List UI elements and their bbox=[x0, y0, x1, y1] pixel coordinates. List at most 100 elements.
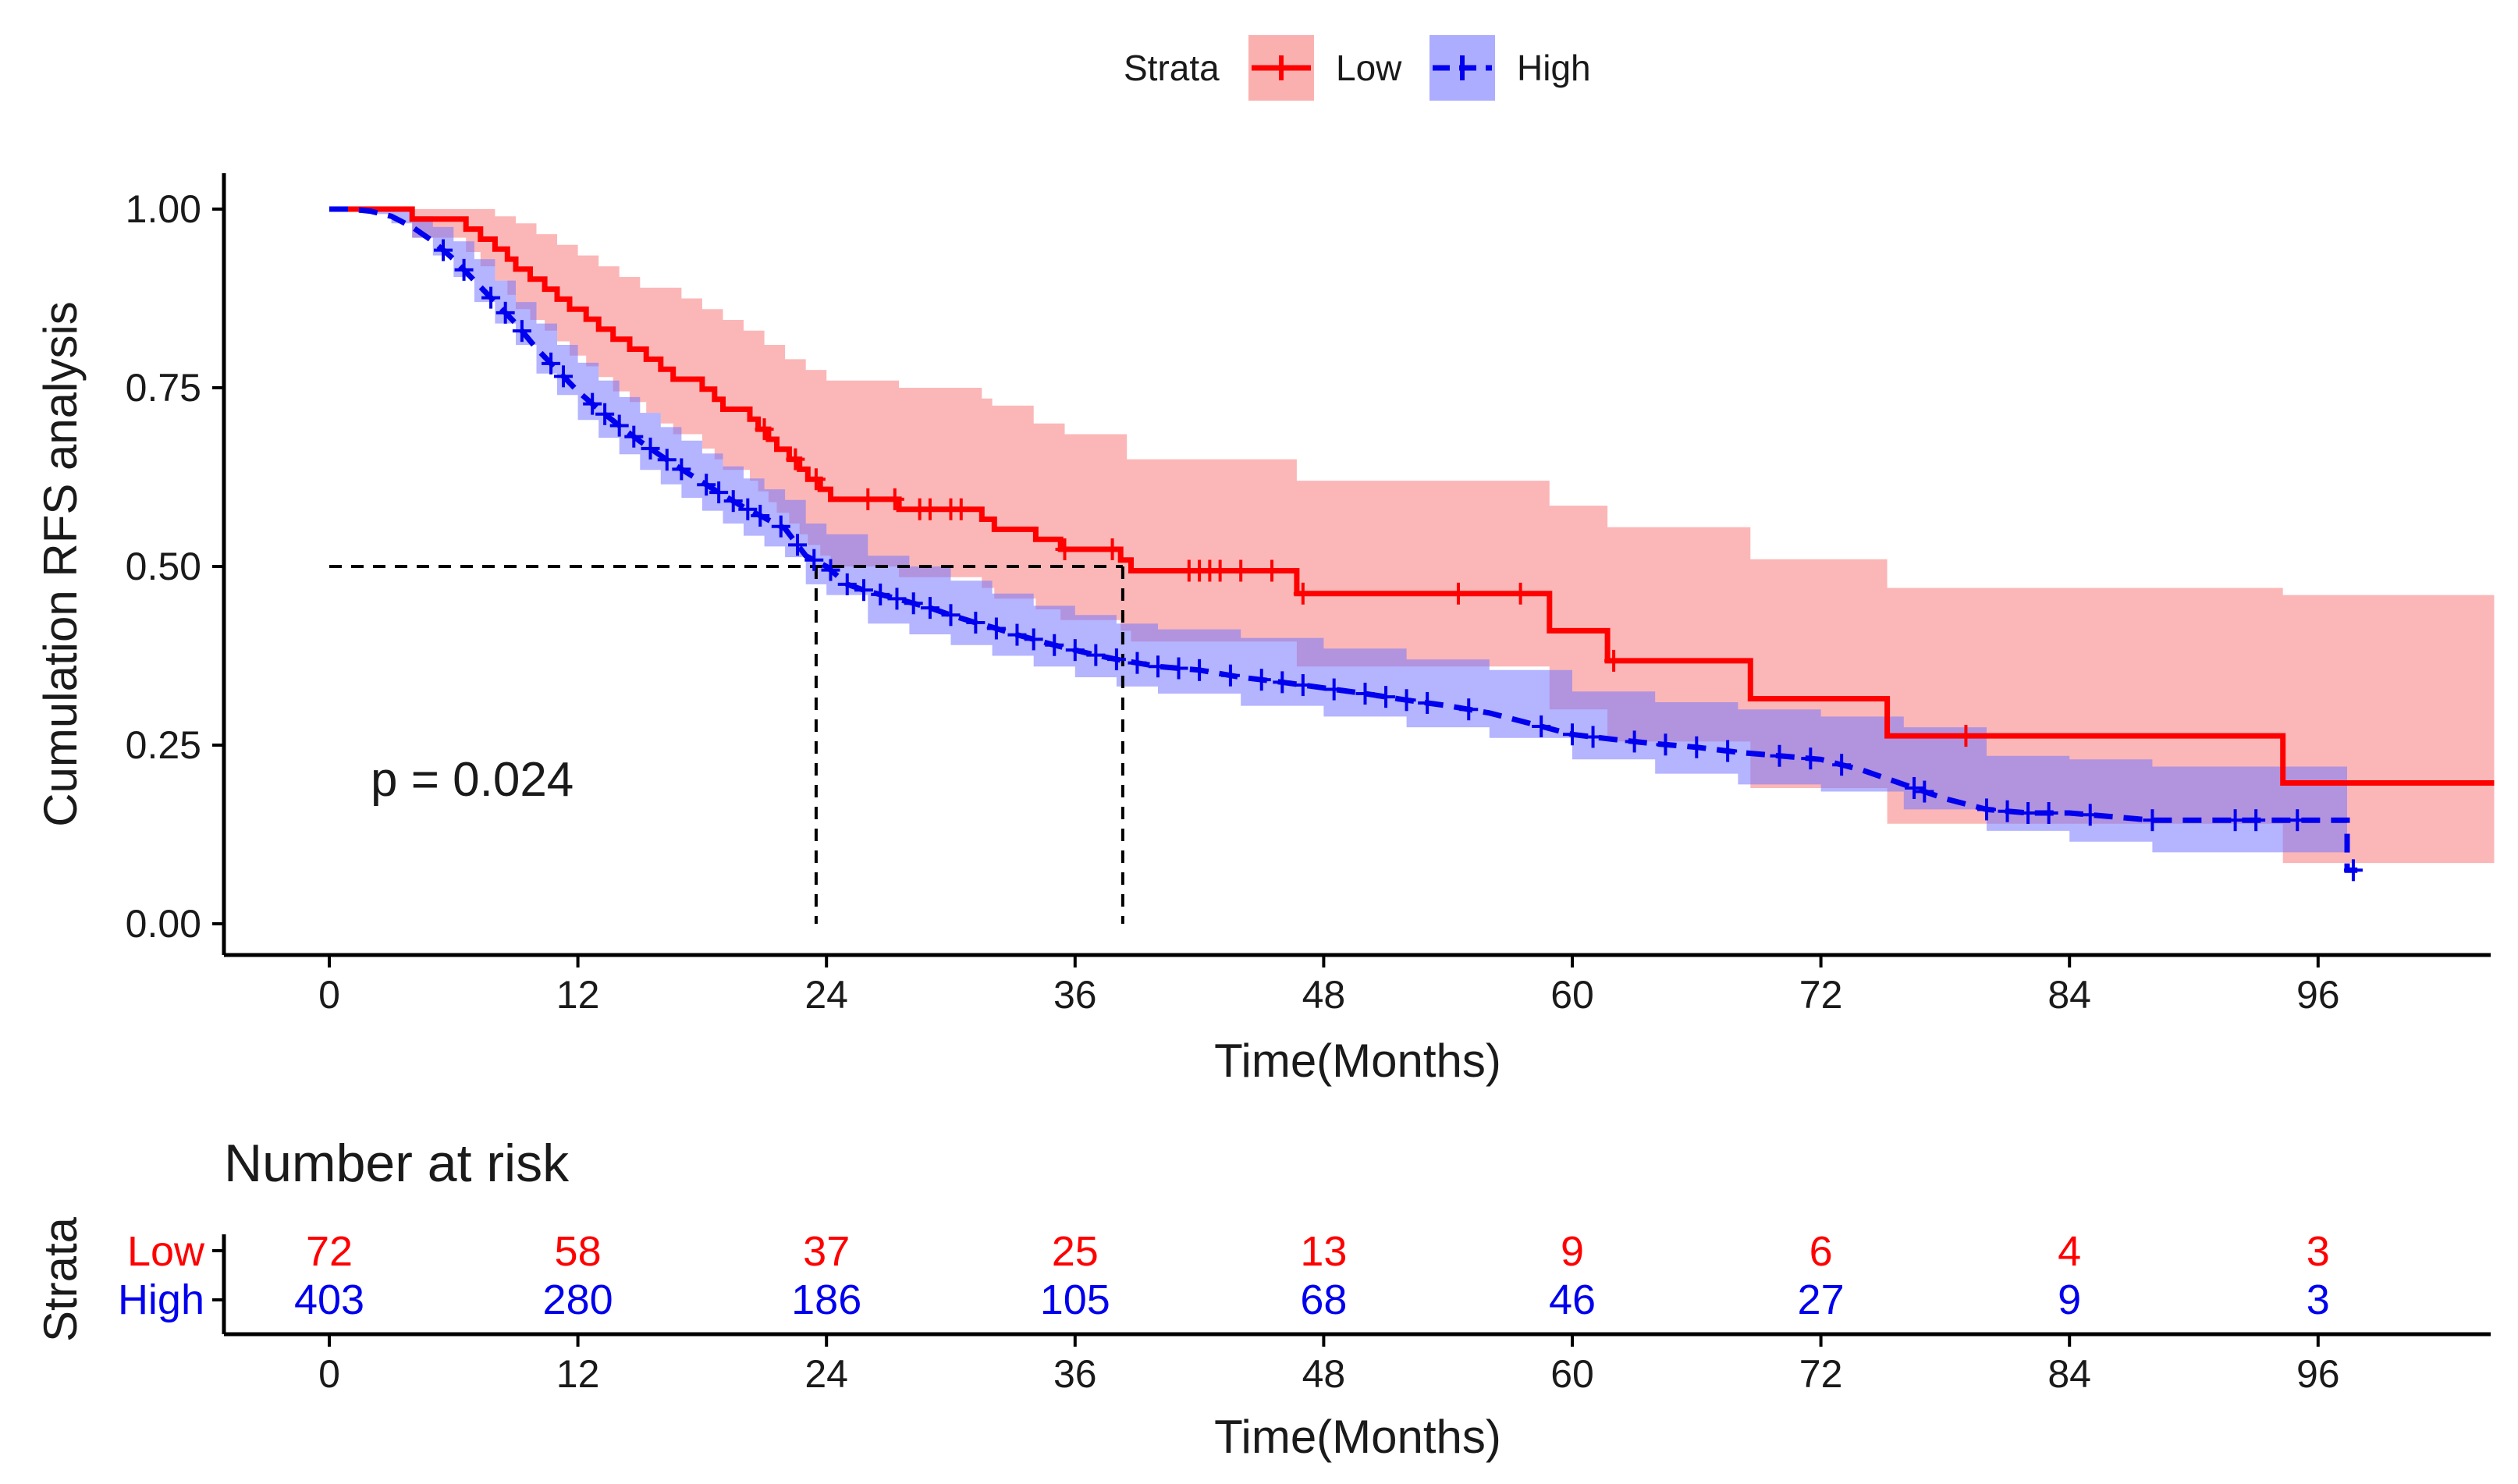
median-lines bbox=[329, 565, 1124, 924]
risk-value-low: 13 bbox=[1300, 1228, 1347, 1275]
risk-value-low: 3 bbox=[2307, 1228, 2330, 1275]
censor-mark-low bbox=[1956, 725, 1976, 747]
y-axis-title: Cumulation RFS analysis bbox=[34, 301, 87, 827]
x-tick-label: 36 bbox=[1053, 973, 1097, 1017]
censor-mark-high bbox=[697, 474, 716, 496]
x-tick-label: 96 bbox=[2296, 973, 2340, 1017]
legend-label-high: High bbox=[1517, 48, 1591, 88]
censor-mark-low bbox=[1293, 582, 1312, 605]
risk-row-label-low: Low bbox=[127, 1228, 205, 1275]
censor-mark-high bbox=[920, 597, 939, 620]
censor-mark-high bbox=[751, 504, 770, 527]
censor-mark-high bbox=[609, 414, 629, 437]
y-tick-label: 0.75 bbox=[126, 366, 201, 410]
censor-mark-high bbox=[2080, 804, 2100, 826]
censor-mark-high bbox=[595, 403, 615, 425]
censor-mark-high bbox=[2246, 809, 2266, 832]
censor-mark-high bbox=[966, 611, 986, 634]
y-tick-label: 0.00 bbox=[126, 902, 201, 946]
risk-value-high: 403 bbox=[294, 1276, 364, 1323]
censor-mark-low bbox=[1263, 559, 1282, 582]
risk-table-title: Number at risk bbox=[224, 1134, 570, 1193]
censor-mark-high bbox=[1998, 800, 2017, 822]
censor-mark-high bbox=[641, 437, 660, 460]
x-axis-title: Time(Months) bbox=[1214, 1035, 1501, 1087]
censor-mark-high bbox=[887, 588, 907, 610]
risk-x-tick-label: 84 bbox=[2047, 1352, 2091, 1396]
risk-value-low: 25 bbox=[1052, 1228, 1099, 1275]
risk-value-low: 72 bbox=[306, 1228, 353, 1275]
risk-value-high: 68 bbox=[1300, 1276, 1347, 1323]
censor-mark-high bbox=[624, 425, 644, 448]
y-tick-label: 0.50 bbox=[126, 545, 201, 588]
censor-mark-high bbox=[2343, 859, 2363, 882]
censor-mark-high bbox=[1190, 659, 1209, 681]
censor-mark-high bbox=[554, 365, 574, 388]
risk-x-tick-label: 72 bbox=[1799, 1352, 1843, 1396]
ci-band-low bbox=[329, 209, 2495, 864]
censor-mark-high bbox=[1293, 674, 1312, 697]
censor-mark-low bbox=[1210, 559, 1230, 582]
censor-mark-high bbox=[1106, 648, 1126, 671]
censor-mark-high bbox=[854, 579, 873, 602]
censor-mark-high bbox=[1045, 634, 1064, 656]
risk-table-y-title: Strata bbox=[34, 1216, 87, 1342]
censor-mark-high bbox=[1459, 698, 1479, 721]
risk-value-low: 6 bbox=[1809, 1228, 1833, 1275]
legend-label-low: Low bbox=[1336, 48, 1402, 88]
censor-mark-high bbox=[837, 573, 857, 595]
risk-value-low: 4 bbox=[2058, 1228, 2081, 1275]
x-tick-label: 72 bbox=[1799, 973, 1843, 1017]
x-tick-label: 60 bbox=[1550, 973, 1594, 1017]
censor-mark-high bbox=[771, 515, 790, 538]
censor-mark-high bbox=[1065, 639, 1085, 662]
censor-mark-high bbox=[1376, 686, 1396, 708]
censor-mark-low bbox=[1604, 649, 1624, 672]
risk-value-high: 105 bbox=[1040, 1276, 1110, 1323]
censor-mark-high bbox=[986, 617, 1006, 640]
ci-band-high bbox=[329, 209, 2347, 853]
censor-mark-high bbox=[1656, 733, 1675, 756]
censor-mark-high bbox=[1563, 723, 1582, 746]
confidence-bands bbox=[329, 209, 2495, 864]
survival-curve-low bbox=[329, 206, 2495, 786]
censor-mark-low bbox=[1055, 538, 1074, 561]
censor-mark-high bbox=[583, 392, 602, 415]
risk-value-low: 37 bbox=[803, 1228, 850, 1275]
risk-value-high: 3 bbox=[2307, 1276, 2330, 1323]
censor-mark-low bbox=[1103, 538, 1122, 561]
censor-mark-high bbox=[1324, 678, 1344, 701]
censor-mark-low bbox=[786, 448, 805, 470]
censor-mark-high bbox=[454, 258, 474, 281]
censor-mark-high bbox=[709, 481, 729, 504]
risk-value-high: 9 bbox=[2058, 1276, 2081, 1323]
censor-mark-high bbox=[804, 549, 824, 571]
censor-mark-high bbox=[1086, 644, 1106, 666]
x-axis-ticks: 0 12 24 36 48 60 72 84 96 bbox=[318, 955, 2340, 1017]
censor-mark-high bbox=[821, 559, 840, 581]
censor-mark-high bbox=[1583, 726, 1603, 748]
censor-mark-high bbox=[495, 301, 515, 324]
censor-mark-high bbox=[542, 352, 561, 375]
risk-x-tick-label: 36 bbox=[1053, 1352, 1097, 1396]
censor-mark-high bbox=[1625, 730, 1644, 753]
x-tick-label: 12 bbox=[556, 973, 600, 1017]
risk-value-low: 9 bbox=[1561, 1228, 1584, 1275]
censor-mark-high bbox=[1220, 664, 1240, 687]
censor-mark-high bbox=[1718, 740, 1738, 762]
risk-x-tick-label: 96 bbox=[2296, 1352, 2340, 1396]
censor-mark-high bbox=[871, 583, 890, 605]
legend: Strata Low High bbox=[1124, 35, 1591, 101]
censor-mark-high bbox=[723, 490, 743, 513]
censor-mark-low bbox=[858, 488, 878, 510]
censor-mark-high bbox=[1905, 776, 1924, 799]
risk-value-low: 58 bbox=[555, 1228, 602, 1275]
risk-value-high: 46 bbox=[1549, 1276, 1596, 1323]
y-tick-label: 1.00 bbox=[126, 187, 201, 231]
risk-value-high: 280 bbox=[543, 1276, 613, 1323]
censor-mark-high bbox=[672, 458, 691, 481]
censor-mark-low bbox=[1448, 582, 1468, 605]
censor-mark-high bbox=[657, 449, 677, 471]
censor-mark-high bbox=[1977, 798, 1996, 821]
